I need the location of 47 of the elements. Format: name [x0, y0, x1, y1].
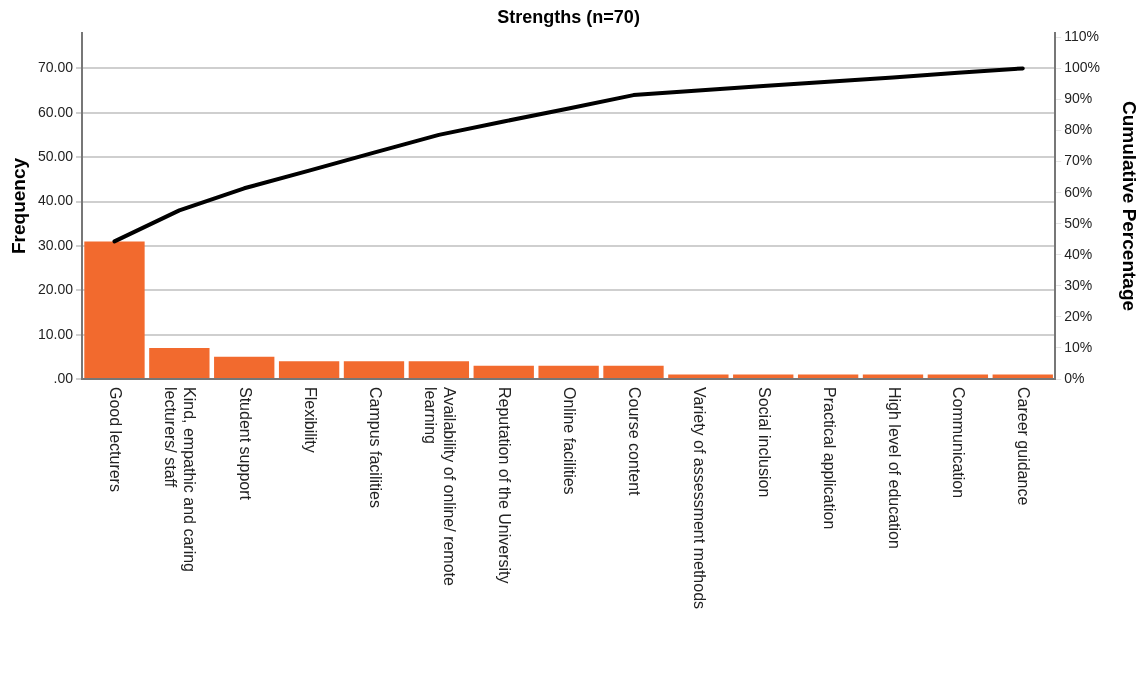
y2-tick-label: 70% [1064, 152, 1093, 169]
y-tick-label: 40.00 [37, 192, 74, 209]
bar [603, 365, 664, 378]
bar [343, 361, 405, 378]
y2-tick-label: 90% [1064, 90, 1093, 107]
y-tick-label: 50.00 [37, 148, 74, 165]
x-tick-label: Flexibility [301, 387, 319, 453]
x-tick-label: Communication [950, 387, 968, 499]
x-tick-label: Good lecturers [107, 387, 125, 492]
x-tick-label: Practical application [820, 387, 838, 530]
x-tick-label: Online facilities [561, 387, 579, 495]
bar [408, 361, 470, 378]
y2-tick-label: 100% [1064, 59, 1101, 76]
y2-tick-label: 50% [1064, 214, 1093, 231]
x-tick-label: Career guidance [1015, 387, 1033, 506]
y-tick-label: 30.00 [37, 236, 74, 253]
bar [84, 241, 145, 378]
y2-tick-label: 0% [1064, 369, 1085, 386]
y2-axis-title: Cumulative Percentage [1118, 100, 1140, 312]
x-tick-label: Campus facilities [366, 387, 384, 508]
y-tick-label: 10.00 [37, 325, 74, 342]
x-tick-label: Kind, empathic and caring lecturers/ staff [162, 387, 199, 572]
y2-tick-label: 110% [1064, 28, 1099, 45]
y-axis-title: Frequency [8, 157, 30, 255]
y2-tick-label: 60% [1064, 183, 1093, 200]
x-tick-label: Availability of online/ remote learning [421, 387, 458, 587]
y-tick-label: .00 [53, 369, 74, 386]
y2-tick-label: 10% [1064, 338, 1093, 355]
x-tick-label: Student support [236, 387, 254, 501]
x-tick-label: High level of education [885, 387, 903, 549]
y-tick-label: 60.00 [37, 103, 74, 120]
y2-tick-label: 20% [1064, 307, 1093, 324]
bar [214, 356, 275, 378]
chart-title: Strengths (n=70) [497, 6, 640, 27]
bar [473, 365, 534, 378]
y-tick-label: 20.00 [37, 281, 74, 298]
x-tick-label: Social inclusion [755, 387, 773, 498]
x-tick-label: Variety of assessment methods [690, 387, 708, 610]
bar [149, 347, 210, 378]
x-tick-label: Reputation of the University [496, 387, 514, 584]
y2-tick-label: 80% [1064, 121, 1093, 138]
x-tick-label: Course content [626, 387, 644, 497]
bar [278, 361, 340, 378]
y2-tick-label: 40% [1064, 245, 1093, 262]
y-tick-label: 70.00 [37, 59, 74, 76]
bar [538, 365, 599, 378]
y2-tick-label: 30% [1064, 276, 1093, 293]
